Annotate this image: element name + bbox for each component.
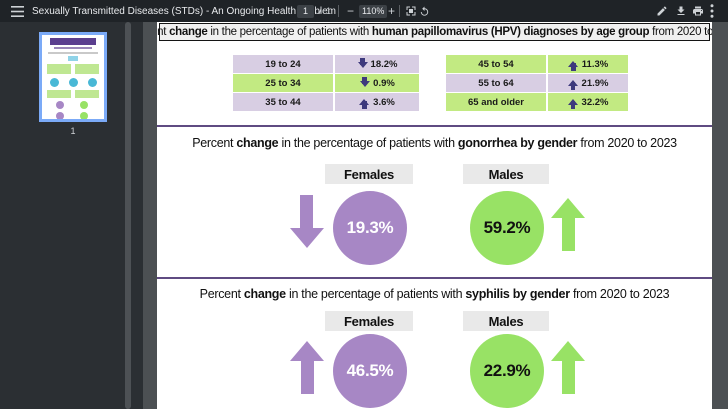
title-segment: from 2020 to 2023 (577, 136, 677, 150)
age-group-label: 55 to 64 (446, 74, 546, 92)
more-options-icon[interactable] (710, 0, 714, 22)
title-segment: in the percentage of patients with (278, 136, 458, 150)
females-label: Females (325, 164, 413, 184)
table-row: 65 and older 32.2% (446, 93, 628, 111)
title-segment: gonorrhea by gender (457, 136, 578, 150)
male-change-circle: 59.2% (470, 191, 544, 265)
change-arrow-icon (567, 96, 579, 109)
age-group-label: 45 to 54 (446, 55, 546, 73)
thumb-table-left (47, 90, 71, 98)
page-count: 1 (326, 6, 332, 16)
change-value: 18.2% (370, 58, 398, 70)
title-segment: Percent (199, 287, 244, 301)
thumb-circle-green (80, 101, 88, 109)
document-title: Sexually Transmitted Diseases (STDs) - A… (32, 5, 337, 17)
change-arrow-icon (359, 96, 370, 109)
change-arrow-icon (567, 77, 579, 90)
change-value: 0.9% (373, 77, 395, 89)
sidebar-scrollbar[interactable] (125, 22, 131, 409)
menu-icon[interactable] (11, 0, 24, 22)
thumb-circle (88, 78, 97, 87)
title-segment: change (169, 26, 208, 38)
thumb-table-right (75, 90, 99, 98)
change-value: 11.3% (581, 58, 609, 70)
thumb-circle (50, 78, 59, 87)
title-segment: change (236, 136, 279, 150)
thumbnail-sidebar: 1 (0, 22, 143, 409)
pdf-viewport[interactable]: Percent change in the percentage of pati… (143, 22, 728, 409)
hpv-section-title: Percent change in the percentage of pati… (157, 23, 712, 41)
male-change-arrow-icon (551, 338, 585, 394)
pdf-viewer-toolbar: Sexually Transmitted Diseases (STDs) - A… (0, 0, 728, 22)
print-icon[interactable] (692, 0, 704, 22)
title-segment: in the percentage of patients with (207, 26, 372, 38)
title-segment: Percent (192, 136, 237, 150)
female-change-circle: 46.5% (333, 334, 407, 408)
table-row: 35 to 44 3.6% (233, 93, 419, 111)
female-change-arrow-icon (290, 338, 324, 394)
thumb-title-banner (50, 38, 96, 45)
male-change-circle: 22.9% (470, 334, 544, 408)
table-row: 55 to 64 21.9% (446, 74, 628, 92)
hpv-table-left: 19 to 24 18.2% 25 to 34 0.9% 35 to 44 3.… (233, 55, 419, 112)
gonorrhea-section-title: Percent change in the percentage of pati… (157, 134, 712, 152)
thumb-text-line (48, 52, 98, 54)
change-arrow-icon (567, 58, 579, 71)
thumb-table-right (75, 64, 99, 74)
females-label: Females (325, 311, 413, 331)
table-row: 45 to 54 11.3% (446, 55, 628, 73)
change-value: 3.6% (373, 96, 395, 108)
title-segment: human papillomavirus (HPV) diagnoses by … (371, 26, 650, 38)
zoom-out-button[interactable]: − (347, 4, 355, 18)
change-value: 32.2% (581, 96, 609, 108)
age-group-label: 25 to 34 (233, 74, 333, 92)
female-change-arrow-icon (290, 195, 324, 251)
thumb-circle (69, 78, 78, 87)
table-row: 19 to 24 18.2% (233, 55, 419, 73)
page-separator: / (319, 6, 322, 16)
thumbnail-preview (39, 32, 107, 122)
title-segment: Percent (157, 26, 167, 38)
title-segment: from 2020 to 2023 (569, 287, 670, 301)
thumb-badge (68, 56, 78, 61)
age-group-label: 19 to 24 (233, 55, 333, 73)
page-number-input[interactable] (297, 4, 314, 18)
section-divider (157, 277, 712, 279)
age-group-label: 35 to 44 (233, 93, 333, 111)
thumb-circle-purple (56, 101, 64, 109)
fit-page-icon[interactable] (405, 0, 417, 22)
toolbar-divider (399, 5, 400, 17)
age-group-label: 65 and older (446, 93, 546, 111)
toolbar-divider (338, 5, 339, 17)
zoom-level[interactable]: 110% (359, 4, 388, 18)
zoom-in-button[interactable]: + (388, 4, 396, 18)
section-divider (157, 125, 712, 127)
hpv-table-right: 45 to 54 11.3% 55 to 64 21.9% 65 and old… (446, 55, 628, 112)
change-arrow-icon (359, 77, 370, 90)
thumb-circle-purple (56, 112, 64, 119)
title-segment: change (243, 287, 286, 301)
thumb-table-left (47, 64, 71, 74)
change-value: 21.9% (581, 77, 609, 89)
female-change-circle: 19.3% (333, 191, 407, 265)
thumbnail-page-number: 1 (70, 126, 76, 136)
download-icon[interactable] (675, 0, 687, 22)
title-segment: from 2020 to 2023 (652, 26, 712, 38)
males-label: Males (463, 311, 549, 331)
page-thumbnail[interactable]: 1 (39, 32, 107, 136)
rotate-icon[interactable] (419, 0, 430, 22)
thumb-subtitle (54, 47, 92, 49)
title-segment: syphilis by gender (465, 287, 570, 301)
table-row: 25 to 34 0.9% (233, 74, 419, 92)
annotate-icon[interactable] (656, 0, 668, 22)
pdf-page: Percent change in the percentage of pati… (157, 22, 712, 409)
title-segment: in the percentage of patients with (285, 287, 466, 301)
male-change-arrow-icon (551, 195, 585, 251)
thumb-footer-bar (42, 121, 104, 122)
change-arrow-icon (357, 58, 368, 71)
males-label: Males (463, 164, 549, 184)
thumb-circle-green (80, 112, 88, 119)
syphilis-section-title: Percent change in the percentage of pati… (157, 285, 712, 303)
